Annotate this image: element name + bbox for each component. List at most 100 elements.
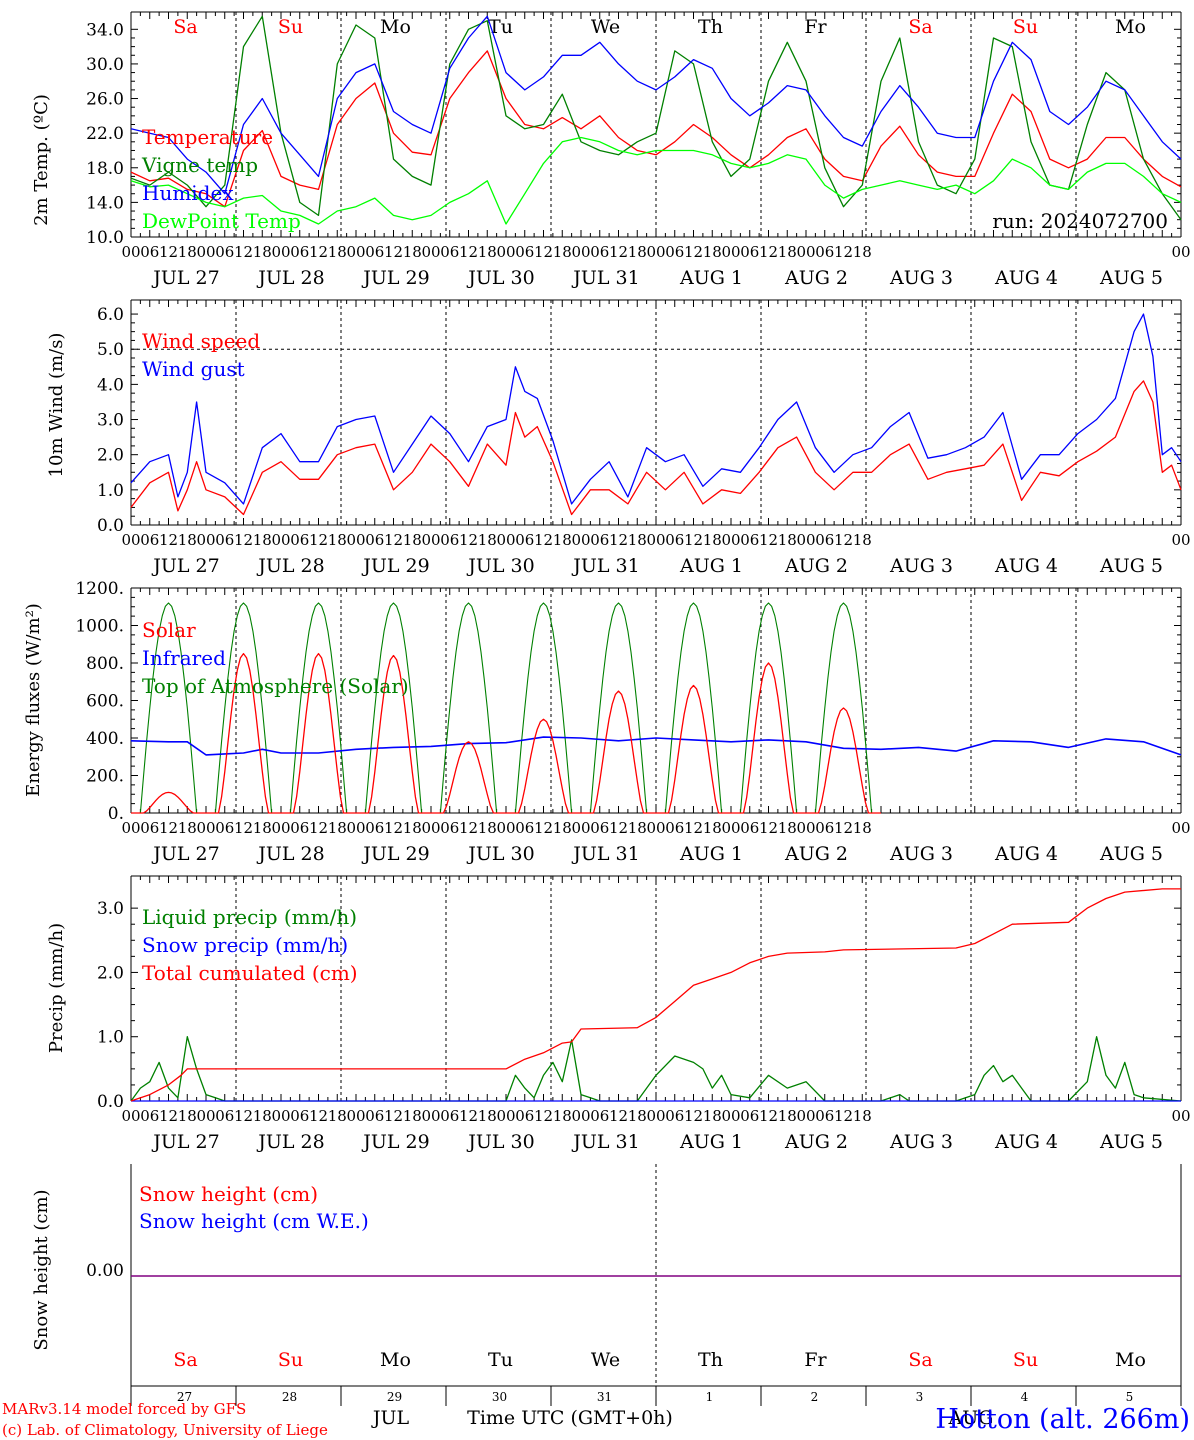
hour-tick-label: 00: [346, 531, 365, 549]
hour-tick-label: 12: [384, 1107, 403, 1125]
hour-tick-label: 12: [459, 531, 478, 549]
hour-tick-label: 12: [834, 819, 853, 837]
hour-tick-label: 06: [740, 243, 759, 261]
hour-tick-label: 12: [609, 243, 628, 261]
hour-tick-label: 18: [778, 531, 797, 549]
hour-tick-label: 00: [646, 819, 665, 837]
day-number: 29: [387, 1390, 402, 1404]
hour-tick-label: 00: [1171, 1107, 1190, 1125]
day-tick-label: AUG 2: [784, 1131, 848, 1153]
hour-tick-label: 18: [553, 531, 572, 549]
hour-tick-label: 06: [215, 243, 234, 261]
hour-tick-label: 18: [853, 531, 872, 549]
day-tick-label: JUL 31: [571, 267, 639, 289]
day-tick-label: AUG 1: [679, 843, 743, 865]
day-tick-label: JUL 29: [361, 267, 429, 289]
hour-tick-label: 12: [234, 819, 253, 837]
hour-tick-label: 06: [665, 243, 684, 261]
y-tick-label: 14.0: [86, 193, 124, 213]
hour-tick-label: 12: [384, 819, 403, 837]
day-tick-label: JUL 29: [361, 1131, 429, 1153]
station-name: Hotton (alt. 266m): [935, 1404, 1190, 1435]
series-wind-speed: [130, 380, 1182, 516]
day-number: 2: [811, 1390, 819, 1404]
hour-tick-label: 18: [478, 819, 497, 837]
hour-tick-label: 00: [496, 243, 515, 261]
day-tick-label: JUL 29: [361, 555, 429, 577]
day-tick-label: AUG 4: [994, 843, 1058, 865]
hour-tick-label: 18: [703, 531, 722, 549]
x-axis-title: Time UTC (GMT+0h): [467, 1407, 673, 1429]
hour-tick-label: 06: [665, 531, 684, 549]
precip-ylabel: Precip (mm/h): [46, 923, 67, 1053]
day-tick-label: AUG 1: [679, 555, 743, 577]
hour-tick-label: 00: [496, 819, 515, 837]
hour-tick-label: 18: [178, 1107, 197, 1125]
day-number: 3: [916, 1390, 924, 1404]
day-number: 28: [282, 1390, 297, 1404]
hour-tick-label: 06: [365, 243, 384, 261]
temperature-series: [130, 15, 1182, 225]
series-total-cumulated-cm: [130, 888, 1181, 1102]
day-tick-label: AUG 1: [679, 1131, 743, 1153]
day-tick-label: AUG 5: [1099, 267, 1163, 289]
y-tick-label: 0.0: [97, 516, 124, 536]
hour-tick-label: 00: [571, 1107, 590, 1125]
hour-tick-label: 06: [590, 531, 609, 549]
hour-tick-label: 06: [665, 819, 684, 837]
run-label: run: 2024072700: [992, 209, 1168, 233]
hour-tick-label: 12: [309, 819, 328, 837]
hour-tick-label: 18: [178, 243, 197, 261]
weekday-label: Su: [1013, 16, 1038, 38]
hour-tick-label: 18: [553, 1107, 572, 1125]
hour-tick-label: 06: [440, 819, 459, 837]
y-tick-label: 600.: [86, 692, 124, 712]
hour-tick-label: 00: [721, 531, 740, 549]
weekday-label: Mo: [1115, 1349, 1146, 1371]
hour-tick-label: 12: [684, 243, 703, 261]
day-number: 5: [1126, 1390, 1134, 1404]
hour-tick-label: 00: [346, 819, 365, 837]
hour-tick-label: 06: [440, 1107, 459, 1125]
y-tick-label: 200.: [86, 767, 124, 787]
day-tick-label: JUL 30: [466, 1131, 534, 1153]
hour-tick-label: 18: [328, 243, 347, 261]
weekday-label: Mo: [1115, 16, 1146, 38]
snow-ytick: 0.00: [86, 1261, 124, 1281]
hour-tick-label: 00: [721, 1107, 740, 1125]
hour-tick-label: 12: [534, 243, 553, 261]
hour-tick-label: 06: [365, 819, 384, 837]
day-tick-label: AUG 5: [1099, 555, 1163, 577]
weekday-label: Mo: [380, 1349, 411, 1371]
hour-tick-label: 06: [215, 819, 234, 837]
hour-tick-label: 12: [234, 1107, 253, 1125]
day-tick-label: JUL 30: [466, 843, 534, 865]
hour-tick-label: 18: [253, 1107, 272, 1125]
temperature-ylabel: 2m Temp. (ºC): [31, 94, 52, 226]
hour-tick-label: 06: [590, 1107, 609, 1125]
y-tick-label: 2.0: [97, 446, 124, 466]
hour-tick-label: 00: [796, 243, 815, 261]
y-tick-label: 30.0: [86, 55, 124, 75]
series-solar: [131, 652, 881, 814]
hour-tick-label: 06: [365, 1107, 384, 1125]
hour-tick-label: 18: [403, 531, 422, 549]
legend-dewpoint: DewPoint Temp: [142, 209, 301, 233]
y-tick-label: 3.0: [97, 411, 124, 431]
day-tick-label: AUG 3: [889, 843, 953, 865]
weekday-label: We: [591, 1349, 620, 1371]
hour-tick-label: 18: [178, 819, 197, 837]
hour-tick-label: 12: [384, 531, 403, 549]
y-tick-label: 400.: [86, 729, 124, 749]
weekday-label: Fr: [804, 1349, 827, 1371]
hour-tick-label: 18: [628, 243, 647, 261]
hour-tick-label: 18: [478, 531, 497, 549]
hour-tick-label: 12: [159, 1107, 178, 1125]
hour-tick-label: 06: [365, 531, 384, 549]
hour-tick-label: 06: [740, 531, 759, 549]
hour-tick-label: 06: [815, 243, 834, 261]
